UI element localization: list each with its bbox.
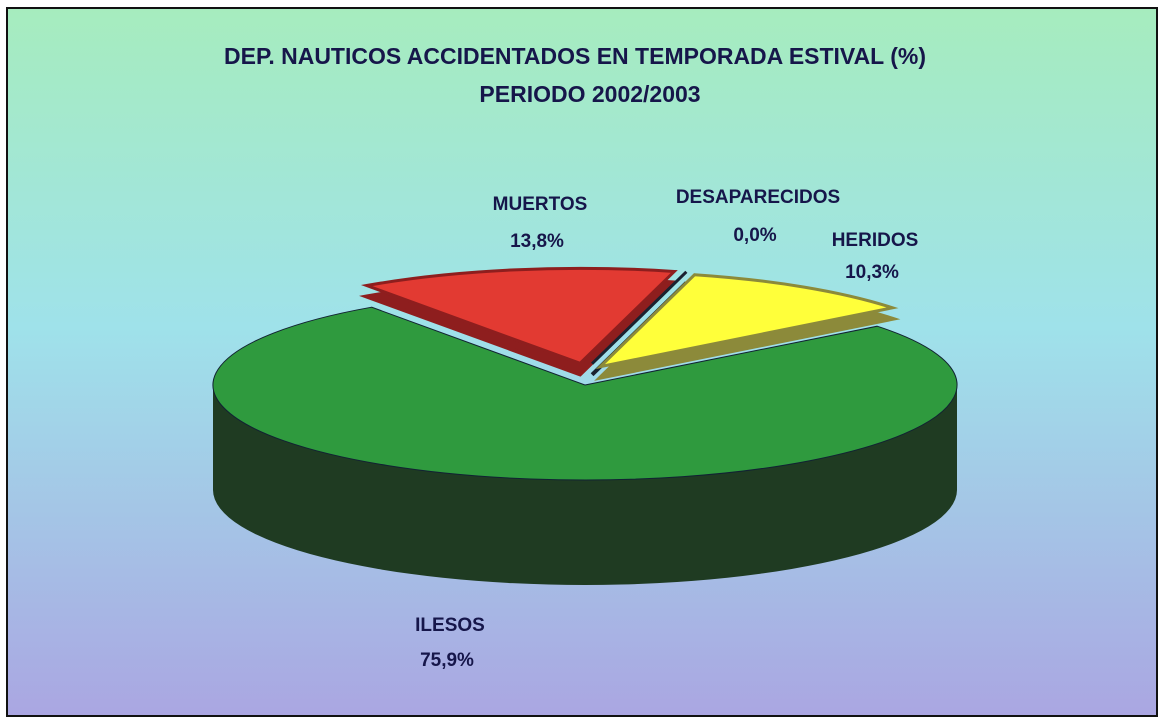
chart-subtitle: PERIODO 2002/2003 — [479, 81, 700, 107]
labels: MUERTOS 13,8% DESAPARECIDOS 0,0% HERIDOS 10,3… — [415, 187, 918, 671]
pie — [212, 266, 958, 585]
category-label: ILESOS — [415, 615, 485, 636]
category-label: MUERTOS — [493, 194, 588, 215]
value-label: 0,0% — [733, 225, 776, 246]
category-label: HERIDOS — [832, 230, 919, 251]
value-label: 75,9% — [420, 650, 474, 671]
chart-title: DEP. NAUTICOS ACCIDENTADOS EN TEMPORADA … — [224, 43, 926, 69]
value-label: 10,3% — [845, 262, 899, 283]
category-label: DESAPARECIDOS — [676, 187, 840, 208]
slice-side — [213, 385, 957, 585]
slice — [360, 266, 678, 366]
slice — [595, 273, 899, 370]
slice — [212, 306, 958, 481]
value-label: 13,8% — [510, 231, 564, 252]
